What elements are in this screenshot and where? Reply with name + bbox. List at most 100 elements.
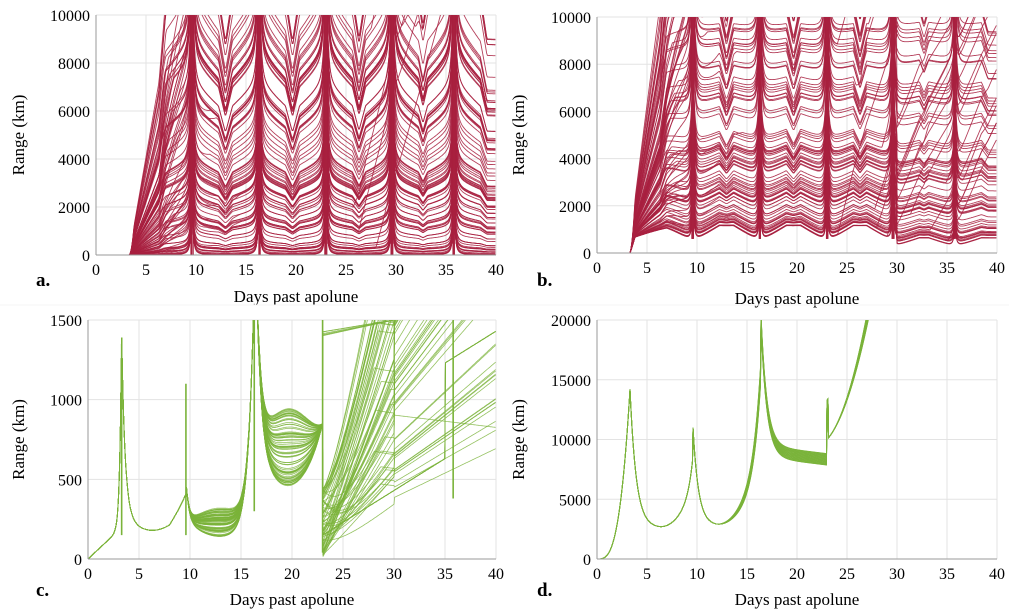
y-tick-label: 1000 xyxy=(50,393,82,410)
trajectory-line xyxy=(597,320,868,559)
series-group xyxy=(128,15,496,255)
trajectory-line xyxy=(128,56,496,255)
trajectory-line xyxy=(629,17,997,253)
x-tick-label: 20 xyxy=(284,566,300,583)
trajectory-line xyxy=(629,181,997,253)
x-tick-label: 5 xyxy=(643,566,651,583)
x-tick-label: 40 xyxy=(989,566,1005,583)
y-tick-label: 10000 xyxy=(50,8,90,25)
y-tick-label: 4000 xyxy=(559,152,591,169)
trajectory-line xyxy=(128,149,496,255)
y-tick-label: 0 xyxy=(82,248,90,265)
trajectory-line xyxy=(128,15,418,255)
x-tick-label: 25 xyxy=(335,566,351,583)
trajectory-line xyxy=(597,320,869,559)
trajectory-line xyxy=(629,73,997,253)
trajectory-line xyxy=(597,320,868,559)
panel-c: 0 5 10 15 20 25 30 35 40 0 500 1000 1500 Days past ap… xyxy=(9,313,504,609)
x-tick-label: 40 xyxy=(488,566,504,583)
x-tick-label: 30 xyxy=(388,262,404,279)
trajectory-line xyxy=(597,320,869,559)
x-tick-label: 35 xyxy=(939,566,955,583)
trajectory-line xyxy=(129,207,496,255)
x-tick-label: 10 xyxy=(188,262,204,279)
x-tick-label: 15 xyxy=(739,566,755,583)
trajectory-line xyxy=(597,320,869,559)
y-tick-label: 10000 xyxy=(551,433,591,450)
x-tick-label: 10 xyxy=(689,260,705,277)
trajectory-line xyxy=(128,141,496,255)
y-axis-label: Range (km) xyxy=(509,399,528,480)
trajectory-line xyxy=(128,15,496,255)
y-tick-label: 15000 xyxy=(551,373,591,390)
panel-a: 0 5 10 15 20 25 30 35 40 0 2000 4000 6000 8000 10000 Da… xyxy=(9,8,504,306)
trajectory-line xyxy=(597,320,869,559)
x-tick-label: 5 xyxy=(643,260,651,277)
trajectory-line xyxy=(629,33,997,253)
trajectory-line xyxy=(88,320,395,559)
x-tick-label: 30 xyxy=(889,260,905,277)
trajectory-line xyxy=(128,15,496,255)
panel-d: 0 5 10 15 20 25 30 35 40 0 5000 10000 15000 20000 Days… xyxy=(509,313,1005,609)
x-tick-label: 0 xyxy=(84,566,92,583)
panel-letter: c. xyxy=(36,580,49,601)
trajectory-line xyxy=(597,320,868,559)
trajectory-line xyxy=(597,320,868,559)
trajectory-line xyxy=(128,15,496,255)
trajectory-line xyxy=(128,94,496,255)
trajectory-line xyxy=(128,15,496,255)
y-tick-label: 0 xyxy=(74,552,82,569)
x-tick-label: 30 xyxy=(889,566,905,583)
x-tick-label: 40 xyxy=(488,262,504,279)
y-tick-label: 1500 xyxy=(50,313,82,330)
x-tick-label: 35 xyxy=(939,260,955,277)
trajectory-line xyxy=(597,320,868,559)
x-axis-label: Days past apolune xyxy=(735,590,860,609)
trajectory-line xyxy=(629,17,997,253)
y-tick-label: 500 xyxy=(58,472,82,489)
trajectory-line xyxy=(128,100,496,255)
y-tick-label: 6000 xyxy=(58,104,90,121)
trajectory-line xyxy=(629,17,872,253)
trajectory-line xyxy=(128,30,496,255)
y-tick-label: 10000 xyxy=(551,10,591,27)
series-group xyxy=(597,320,869,559)
trajectory-line xyxy=(629,174,997,253)
trajectory-line xyxy=(629,142,997,253)
trajectory-line xyxy=(629,70,997,253)
trajectory-line xyxy=(128,15,496,255)
trajectory-line xyxy=(629,155,997,253)
trajectory-line xyxy=(128,15,496,255)
trajectory-line xyxy=(629,120,997,253)
series-group xyxy=(88,320,496,559)
trajectory-line xyxy=(128,86,496,255)
panel-letter: d. xyxy=(537,580,552,601)
trajectory-line xyxy=(597,320,868,559)
trajectory-line xyxy=(128,15,496,255)
trajectory-line xyxy=(629,110,997,253)
x-tick-label: 5 xyxy=(142,262,150,279)
trajectory-line xyxy=(629,17,997,253)
x-tick-label: 0 xyxy=(92,262,100,279)
y-axis-label: Range (km) xyxy=(509,95,528,176)
x-axis-label: Days past apolune xyxy=(234,287,359,306)
x-tick-label: 25 xyxy=(839,566,855,583)
trajectory-line xyxy=(629,17,997,253)
x-tick-label: 15 xyxy=(233,566,249,583)
series-group xyxy=(629,17,997,253)
trajectory-line xyxy=(128,15,496,255)
y-tick-label: 20000 xyxy=(551,313,591,330)
x-axis-label: Days past apolune xyxy=(735,289,860,308)
trajectory-line xyxy=(128,15,496,255)
y-tick-label: 2000 xyxy=(559,199,591,216)
trajectory-line xyxy=(629,17,997,253)
y-tick-label: 5000 xyxy=(559,492,591,509)
trajectory-line xyxy=(128,15,496,255)
y-tick-label: 2000 xyxy=(58,200,90,217)
x-tick-label: 15 xyxy=(739,260,755,277)
trajectory-line xyxy=(128,15,496,255)
trajectory-line xyxy=(629,139,997,253)
y-axis-label: Range (km) xyxy=(9,399,28,480)
x-tick-label: 35 xyxy=(437,566,453,583)
